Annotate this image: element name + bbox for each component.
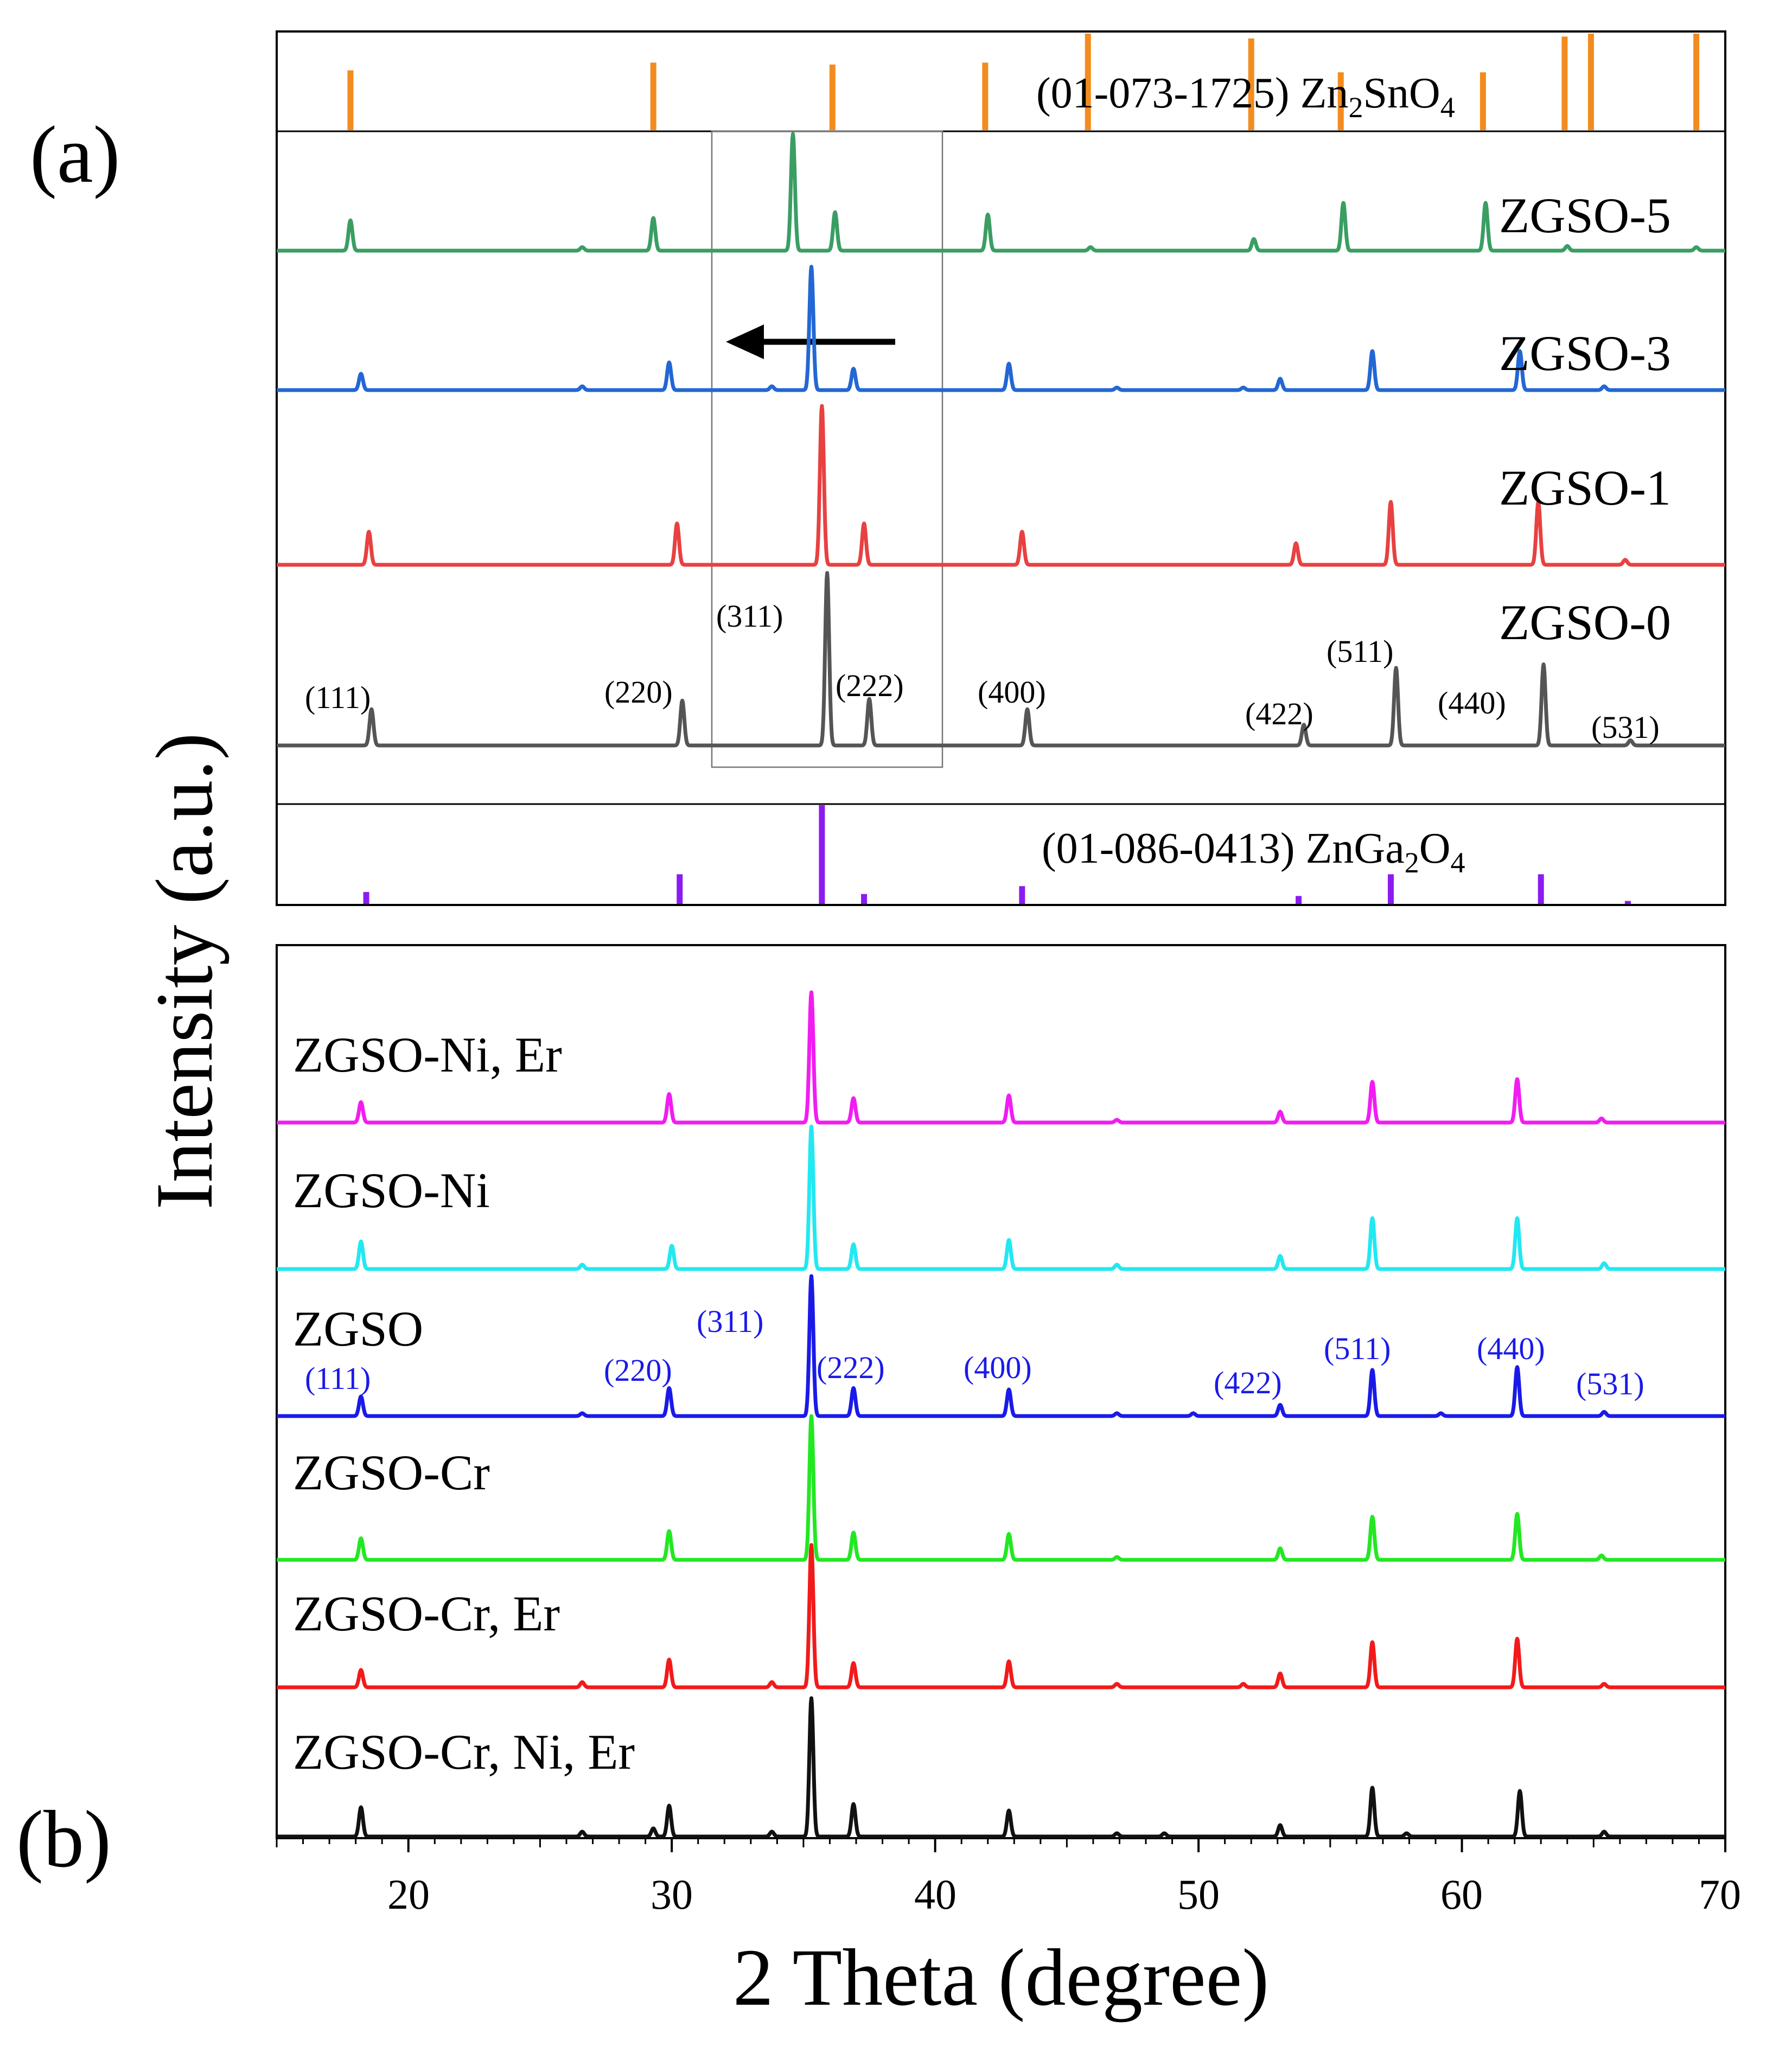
trace-zgso-cr-er [275, 1543, 1727, 1690]
panel-a-label: (a) [30, 110, 120, 200]
hkl-label-b-311: (311) [697, 1304, 763, 1339]
hkl-label-a-111: (111) [305, 680, 371, 715]
series-label-zgso-cr: ZGSO-Cr [293, 1445, 490, 1500]
x-axis-ticks [276, 1838, 1726, 1852]
zngao-label-sub2: 4 [1451, 846, 1465, 879]
trace-zgso-ni-er [275, 990, 1727, 1125]
zngao-reference-label: (01-086-0413) ZnGa2O4 [1042, 825, 1465, 879]
hkl-labels-panel-b: (111) (220) (311) (222) (400) (422) (511… [305, 1304, 1644, 1401]
hkl-label-b-220: (220) [604, 1353, 672, 1388]
y-axis-title: Intensity (a.u.) [139, 733, 229, 1210]
x-tick-label-70: 70 [1699, 1871, 1741, 1918]
hkl-label-a-440: (440) [1438, 685, 1506, 721]
series-label-zgso: ZGSO [293, 1301, 423, 1356]
trace-zgso-ni [275, 1124, 1727, 1271]
series-label-zgso-ni: ZGSO-Ni [293, 1163, 490, 1218]
zn2sno4-reference-label: (01-073-1725) Zn2SnO4 [1036, 69, 1455, 124]
zn2sno4-reference-peaks [347, 34, 1700, 130]
trace-zgso-cr [275, 1414, 1727, 1562]
zngao-label-pre: (01-086-0413) ZnGa [1042, 825, 1405, 872]
panel-a-top-reference-frame [276, 30, 1726, 132]
zn2sno4-label-mid: SnO [1363, 69, 1440, 117]
trace-zgso-0 [275, 571, 1727, 748]
trace-zgso-cr-ni-er [275, 1696, 1727, 1839]
peak-shift-box [711, 130, 943, 768]
xrd-traces [275, 132, 1727, 1839]
trace-zgso [275, 1274, 1727, 1418]
series-label-zgso-3: ZGSO-3 [1499, 326, 1671, 381]
x-axis-tick-labels: 20 30 40 50 60 70 [387, 1871, 1741, 1918]
zn2sno4-label-pre: (01-073-1725) Zn [1036, 69, 1348, 117]
x-tick-label-20: 20 [387, 1871, 430, 1918]
series-label-zgso-5: ZGSO-5 [1499, 188, 1671, 243]
panel-a-outer-frame [276, 30, 1726, 906]
panel-b-label: (b) [16, 1794, 111, 1884]
hkl-label-b-400: (400) [964, 1350, 1032, 1385]
series-label-zgso-1: ZGSO-1 [1499, 460, 1671, 515]
zn2sno4-label-sub1: 2 [1348, 91, 1363, 124]
hkl-label-a-311: (311) [716, 598, 783, 634]
hkl-label-a-422: (422) [1245, 696, 1313, 731]
x-tick-label-30: 30 [651, 1871, 693, 1918]
x-tick-label-40: 40 [914, 1871, 957, 1918]
hkl-label-a-531: (531) [1591, 710, 1660, 745]
hkl-label-b-111: (111) [305, 1361, 371, 1396]
trace-zgso-1 [275, 404, 1727, 567]
peak-shift-arrow-head [726, 324, 764, 359]
x-tick-label-60: 60 [1440, 1871, 1483, 1918]
hkl-labels-panel-a: (111) (220) (311) (222) (400) (422) (511… [305, 598, 1660, 745]
hkl-label-b-531: (531) [1576, 1366, 1644, 1401]
series-label-zgso-cr-er: ZGSO-Cr, Er [293, 1586, 560, 1641]
zngao-label-sub1: 2 [1405, 846, 1419, 879]
trace-zgso-5 [275, 132, 1727, 253]
zngao-reference-peaks [363, 805, 1631, 904]
x-tick-label-50: 50 [1177, 1871, 1220, 1918]
hkl-label-b-440: (440) [1477, 1331, 1545, 1366]
zn2sno4-label-sub2: 4 [1440, 91, 1455, 124]
series-label-zgso-0: ZGSO-0 [1499, 595, 1671, 650]
series-label-zgso-cr-ni-er: ZGSO-Cr, Ni, Er [293, 1724, 635, 1780]
series-label-zgso-ni-er: ZGSO-Ni, Er [293, 1027, 562, 1082]
hkl-label-b-222: (222) [817, 1350, 885, 1385]
hkl-label-a-511: (511) [1327, 634, 1393, 669]
hkl-label-a-220: (220) [604, 674, 673, 710]
zngao-label-mid: O [1419, 825, 1451, 872]
hkl-label-a-400: (400) [978, 674, 1046, 710]
x-axis-title: 2 Theta (degree) [733, 1933, 1269, 2023]
hkl-label-a-222: (222) [836, 668, 904, 703]
hkl-label-b-422: (422) [1214, 1365, 1282, 1400]
hkl-label-b-511: (511) [1324, 1331, 1391, 1366]
trace-zgso-3 [275, 265, 1727, 392]
